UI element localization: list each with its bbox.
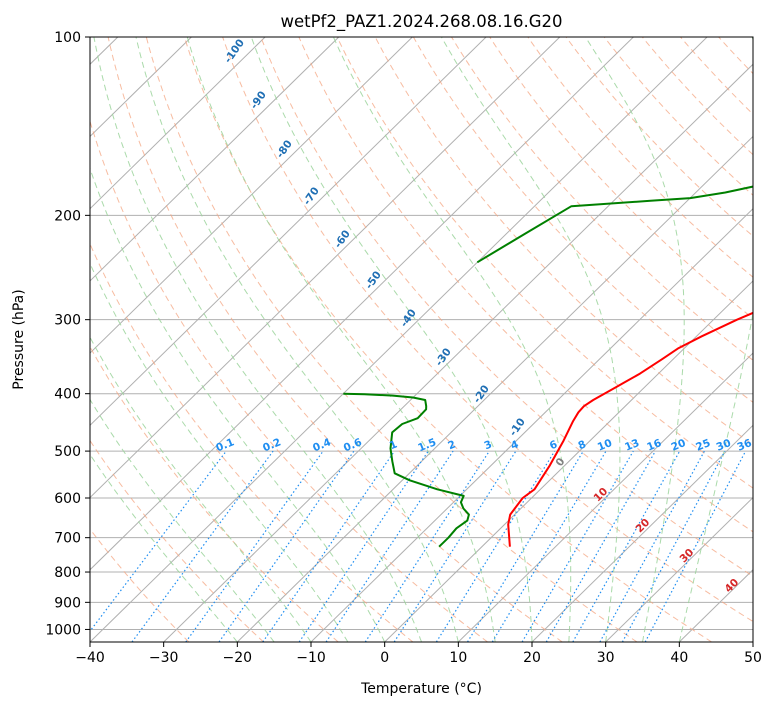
dry-adiabat <box>90 119 488 642</box>
x-tick-label: 40 <box>670 650 688 666</box>
dry-adiabat <box>107 37 563 642</box>
moist-adiabat <box>93 37 422 642</box>
dry-adiabat <box>145 37 638 642</box>
x-tick-label: −30 <box>149 650 179 666</box>
mixing-ratio-line <box>572 450 681 642</box>
dry-adiabat <box>222 37 753 623</box>
x-tick-label: 30 <box>597 650 615 666</box>
isotherm-line <box>163 63 753 642</box>
x-tick-label: 20 <box>523 650 541 666</box>
dry-adiabat <box>641 37 753 156</box>
y-tick-label: 900 <box>54 595 81 611</box>
dewpoint-profile <box>476 185 753 264</box>
y-tick-label: 700 <box>54 531 81 547</box>
mixing-ratio-label: 30 <box>715 437 733 454</box>
mixing-ratio-line <box>466 450 584 642</box>
mixing-ratio-line <box>545 450 656 642</box>
mixing-ratio-line <box>521 450 634 642</box>
plot-area <box>90 37 753 642</box>
x-tick-label: 0 <box>380 650 389 666</box>
mixing-ratio-line <box>218 450 355 642</box>
dry-adiabat <box>336 37 753 489</box>
mixing-ratio-line <box>393 450 517 642</box>
y-tick-label: 600 <box>54 491 81 507</box>
moist-adiabat <box>135 37 459 642</box>
moist-adiabat <box>90 262 349 642</box>
mixing-ratio-label: 16 <box>645 437 663 454</box>
mixing-ratio-line <box>491 450 607 642</box>
isotherm-line <box>90 37 708 642</box>
isotherm-line <box>90 37 413 354</box>
mixing-ratio-label: 13 <box>623 437 641 454</box>
isotherm-line <box>90 37 487 427</box>
moist-adiabat <box>440 37 621 642</box>
isotherm-line <box>90 37 561 499</box>
y-tick-label: 100 <box>54 30 81 46</box>
chart-title: wetPf2_PAZ1.2024.268.08.16.G20 <box>280 12 562 32</box>
dry-adiabat <box>183 37 712 642</box>
isotherm-line <box>457 352 753 642</box>
isotherm-line <box>531 424 753 642</box>
x-tick-label: −10 <box>296 650 326 666</box>
mixing-ratio-label: 6 <box>548 438 559 452</box>
x-tick-label: 10 <box>449 650 467 666</box>
isotherm-line <box>605 496 753 642</box>
x-axis: −40 −30 −20 −10 0 10 20 30 40 50 <box>75 642 762 666</box>
mixing-ratio-label: 3 <box>482 438 493 452</box>
dry-adiabat <box>90 242 414 642</box>
y-tick-label: 200 <box>54 208 81 224</box>
dry-adiabat <box>298 37 753 533</box>
y-axis: 100 200 300 400 500 600 700 800 900 1000 <box>45 30 90 638</box>
y-tick-label: 1000 <box>45 622 81 638</box>
isotherm-line <box>90 37 266 210</box>
mixing-ratio-label: 4 <box>509 438 520 452</box>
y-tick-label: 300 <box>54 313 81 329</box>
mixing-ratio-label: 20 <box>670 437 688 454</box>
mixing-ratio-label: 8 <box>576 438 587 452</box>
dry-adiabat <box>527 37 753 278</box>
isotherm-line <box>90 37 340 282</box>
moist-adiabat <box>90 453 238 642</box>
dry-adiabat <box>260 37 753 577</box>
mixing-ratio-label: 25 <box>694 437 712 454</box>
series-lines <box>343 185 753 548</box>
moist-adiabat <box>678 37 753 642</box>
mixing-ratio-label: 10 <box>596 437 614 454</box>
isotherm-line <box>310 207 753 642</box>
y-axis-label: Pressure (hPa) <box>11 289 27 389</box>
x-axis-label: Temperature (°C) <box>360 681 482 697</box>
mixing-ratio-line <box>298 450 429 642</box>
dry-adiabat <box>90 439 264 642</box>
moist-adiabat <box>186 37 496 642</box>
curve-labels: 0.1 0.2 0.4 0.6 1 1.5 2 3 4 6 8 10 13 16 20 25 30 36-100-… <box>214 37 753 595</box>
y-tick-label: 500 <box>54 444 81 460</box>
moist-adiabat <box>584 37 685 642</box>
x-tick-label: 50 <box>744 650 762 666</box>
mixing-ratio-label: 36 <box>735 437 753 454</box>
y-tick-label: 800 <box>54 565 81 581</box>
dry-adiabat <box>90 528 190 642</box>
dewpoint-profile <box>343 392 470 548</box>
dry-adiabat <box>90 345 339 642</box>
dry-adiabat <box>412 37 753 403</box>
plot-frame <box>89 36 754 643</box>
y-tick-label: 400 <box>54 387 81 403</box>
mixing-ratio-line <box>435 450 556 642</box>
mixing-ratio-line <box>599 450 705 642</box>
mixing-ratio-line <box>262 450 395 642</box>
dry-adiabat <box>451 37 753 361</box>
mixing-ratio-line <box>621 450 726 642</box>
moist-adiabat <box>250 37 533 642</box>
isotherm-line <box>90 37 634 571</box>
mixing-ratio-label: 1 <box>388 438 399 452</box>
moist-adiabat <box>90 336 312 642</box>
x-tick-label: −20 <box>223 650 253 666</box>
temperature-profile <box>507 311 753 547</box>
background-lines <box>90 37 753 642</box>
x-tick-label: −40 <box>75 650 105 666</box>
moist-adiabat <box>90 398 275 642</box>
isotherm-line <box>236 135 753 642</box>
mixing-ratio-label: 2 <box>446 438 457 452</box>
